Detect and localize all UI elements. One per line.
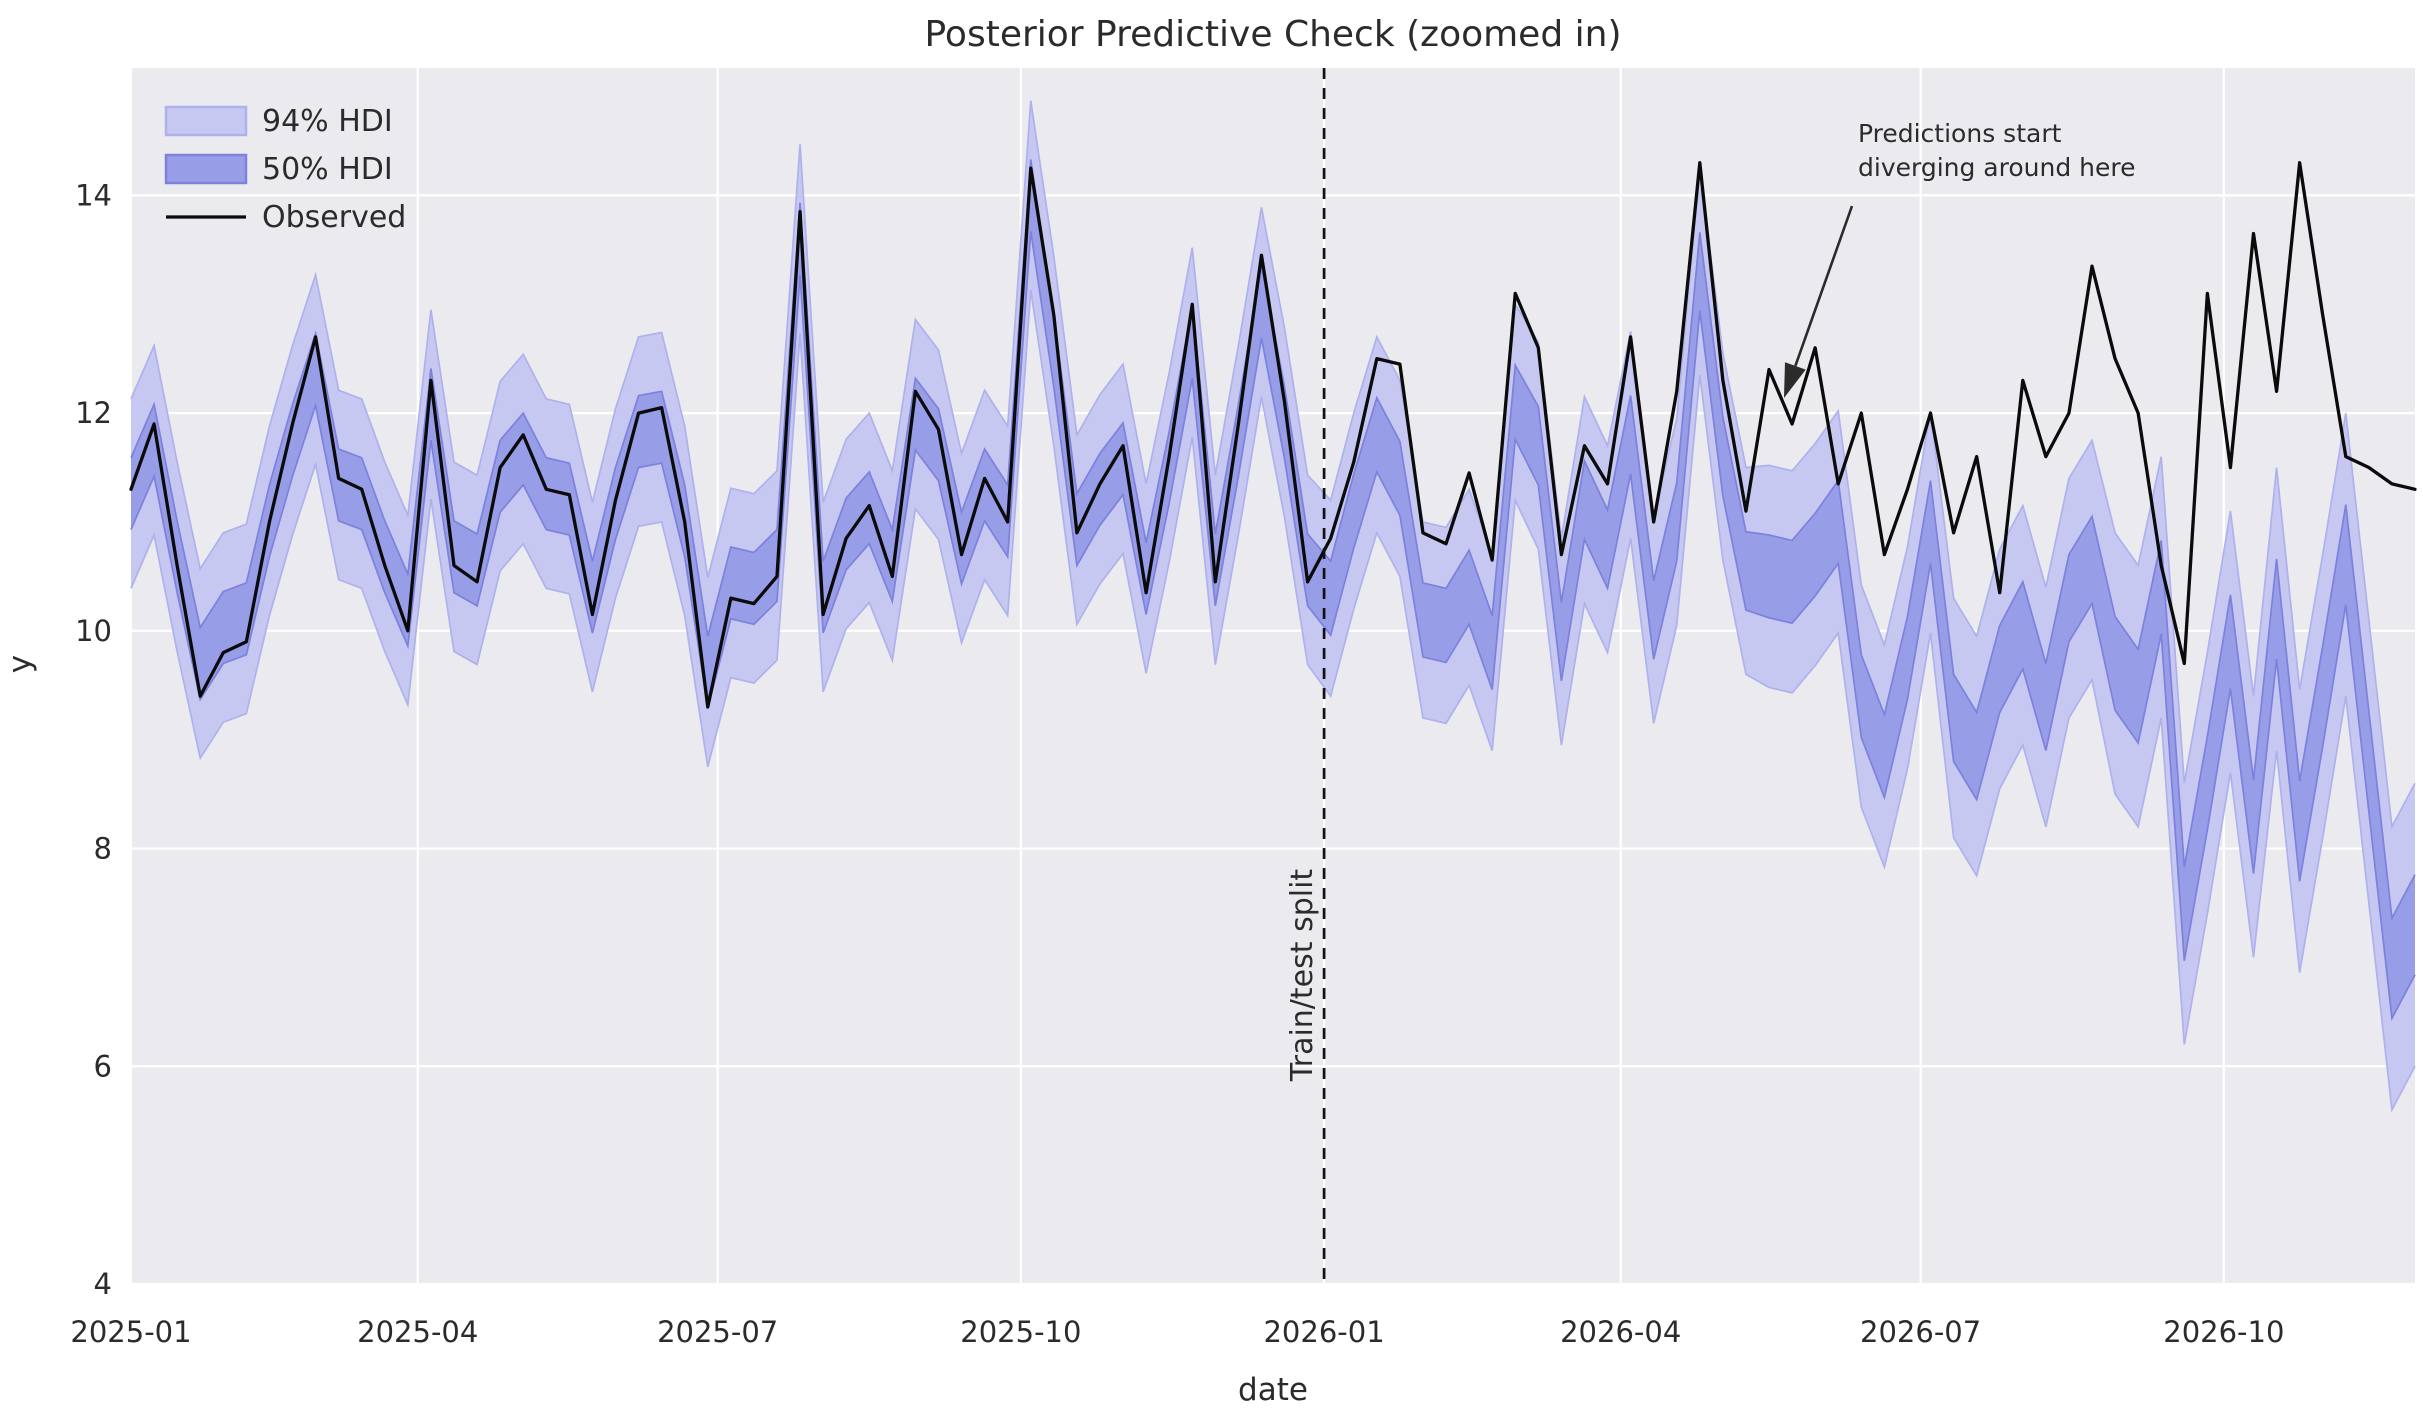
x-tick-label: 2025-01	[70, 1315, 191, 1349]
x-tick-label: 2026-10	[2163, 1315, 2284, 1349]
hdi94-band-lower-edge	[130, 289, 2416, 1113]
hdi94-band-upper-edge	[130, 100, 2416, 830]
annotation-text-line1: Predictions start	[1858, 119, 2062, 148]
legend-swatch-hdi94	[164, 105, 248, 137]
y-tick-label: 4	[94, 1267, 112, 1301]
y-tick-label: 12	[75, 396, 112, 430]
annotation-text-line2: diverging around here	[1858, 153, 2136, 182]
hdi50-band-lower-edge	[130, 231, 2416, 1022]
y-axis-label: y	[2, 655, 38, 673]
observed-line	[129, 161, 2417, 709]
legend-label: 94% HDI	[262, 104, 393, 139]
x-tick-label: 2025-07	[657, 1315, 778, 1349]
annotation-arrowhead-icon	[1784, 362, 1806, 398]
legend-swatch-hdi50	[164, 153, 248, 185]
x-tick-label: 2026-07	[1860, 1315, 1981, 1349]
y-tick-label: 6	[94, 1049, 112, 1083]
annotation-arrow-line	[1794, 205, 1854, 367]
x-tick-label: 2025-04	[357, 1315, 478, 1349]
x-tick-label: 2026-04	[1560, 1315, 1681, 1349]
split-label: Train/test split	[1285, 869, 1320, 1083]
x-tick-label: 2025-10	[960, 1315, 1081, 1349]
chart-title: Posterior Predictive Check (zoomed in)	[925, 14, 1622, 55]
legend-label: 50% HDI	[262, 152, 393, 187]
y-tick-label: 14	[75, 178, 112, 212]
x-axis-label: date	[1238, 1372, 1308, 1408]
legend-label: Observed	[262, 200, 406, 235]
y-tick-label: 10	[75, 614, 112, 648]
x-tick-label: 2026-01	[1263, 1315, 1384, 1349]
y-tick-label: 8	[94, 832, 112, 866]
